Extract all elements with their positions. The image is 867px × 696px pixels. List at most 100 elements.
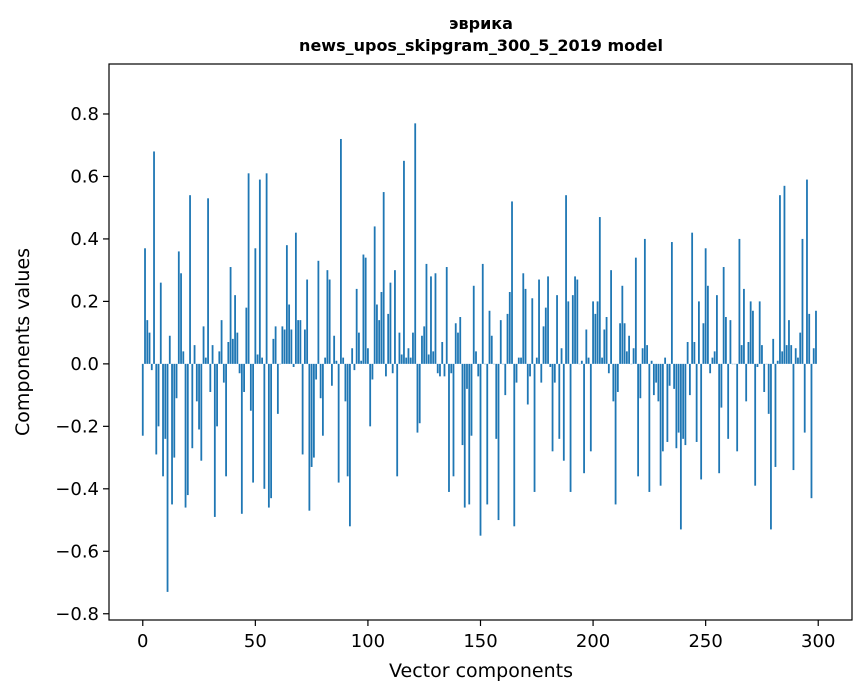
bar-151 [481, 263, 484, 364]
bar-115 [400, 354, 403, 364]
bar-158 [497, 363, 500, 521]
bar-207 [607, 363, 610, 374]
bar-137 [450, 363, 453, 374]
bar-33 [216, 363, 218, 427]
bar-183 [553, 363, 556, 383]
bar-74 [308, 363, 311, 511]
bar-149 [477, 363, 480, 377]
bar-196 [583, 363, 585, 474]
bar-38 [227, 342, 230, 364]
bar-188 [565, 195, 567, 364]
bar-139 [454, 323, 457, 364]
bar-105 [378, 320, 381, 364]
bar-130 [434, 273, 437, 364]
bar-65 [288, 304, 291, 364]
y-tick-label: 0.8 [70, 104, 99, 125]
bar-36 [222, 363, 225, 383]
bar-56 [267, 363, 270, 508]
bar-19 [184, 363, 187, 508]
bar-12 [168, 335, 171, 364]
bar-25 [198, 363, 200, 430]
bar-298 [812, 348, 815, 364]
bar-167 [517, 357, 520, 364]
bar-209 [612, 363, 615, 402]
bar-211 [616, 363, 619, 392]
bar-247 [698, 301, 700, 364]
bar-11 [166, 363, 169, 592]
bar-265 [738, 238, 741, 364]
bar-165 [513, 363, 516, 527]
bar-206 [605, 317, 608, 364]
bar-155 [490, 335, 493, 364]
bar-84 [331, 363, 333, 386]
y-tick-label: −0.4 [55, 479, 99, 500]
bar-4 [150, 363, 153, 371]
bar-235 [670, 242, 673, 364]
x-tick-label: 150 [463, 631, 497, 652]
bar-281 [774, 363, 777, 467]
bar-125 [423, 326, 426, 364]
bar-114 [398, 332, 401, 364]
bar-51 [256, 354, 259, 364]
bar-200 [592, 301, 594, 364]
x-tick-label: 300 [801, 631, 835, 652]
bar-7 [157, 363, 160, 427]
bar-106 [380, 292, 383, 364]
bar-290 [794, 348, 797, 364]
bar-55 [265, 173, 268, 364]
bar-261 [729, 320, 732, 364]
bar-79 [319, 363, 322, 399]
bar-144 [466, 363, 468, 389]
bar-148 [475, 351, 477, 364]
bar-179 [544, 307, 547, 364]
y-tick-label: 0.6 [70, 166, 99, 187]
bar-13 [171, 363, 173, 505]
bar-108 [385, 363, 387, 377]
bar-222 [641, 348, 644, 364]
bar-174 [533, 363, 536, 492]
bar-80 [321, 363, 324, 436]
bar-104 [376, 304, 378, 364]
bar-117 [405, 357, 408, 364]
bar-186 [560, 348, 563, 364]
bar-227 [652, 363, 655, 396]
bar-212 [619, 323, 621, 364]
bar-233 [666, 363, 669, 442]
bar-32 [213, 363, 216, 517]
bar-111 [391, 363, 394, 374]
bar-76 [312, 363, 315, 458]
bar-195 [580, 360, 583, 364]
bar-274 [758, 301, 761, 364]
bar-241 [684, 363, 687, 446]
bar-204 [601, 357, 603, 364]
bar-232 [664, 357, 667, 364]
bar-35 [220, 320, 223, 364]
y-axis-label: Components values [12, 248, 34, 436]
bar-127 [427, 354, 430, 364]
bar-264 [736, 363, 739, 452]
bar-110 [389, 282, 392, 364]
bar-140 [457, 332, 459, 364]
bar-112 [394, 270, 396, 364]
bar-66 [290, 329, 293, 364]
bar-215 [625, 351, 628, 364]
bar-98 [362, 254, 365, 364]
bar-135 [445, 267, 448, 364]
bar-44 [240, 363, 243, 514]
bar-258 [722, 267, 725, 364]
x-tick-label: 50 [244, 631, 267, 652]
bar-6 [155, 363, 158, 455]
bar-208 [610, 270, 612, 364]
bar-199 [589, 363, 592, 452]
bar-289 [792, 363, 795, 471]
bar-270 [749, 301, 752, 364]
bar-252 [709, 363, 712, 374]
bar-48 [249, 363, 252, 411]
bar-268 [745, 363, 748, 402]
bar-50 [254, 248, 257, 364]
bar-57 [270, 363, 273, 499]
bar-187 [562, 363, 565, 461]
bar-202 [596, 301, 599, 364]
bar-181 [549, 363, 552, 367]
bar-3 [148, 332, 151, 364]
